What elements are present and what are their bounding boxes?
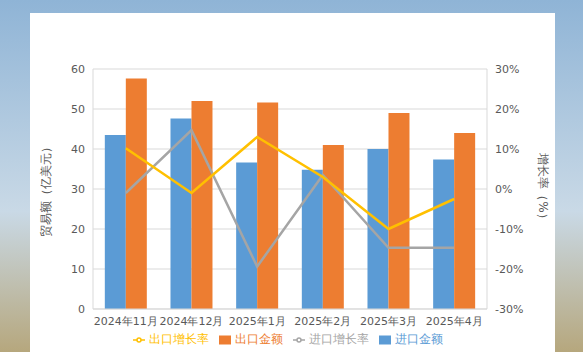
svg-text:-30%: -30% — [495, 303, 523, 316]
svg-text:20: 20 — [71, 223, 85, 236]
svg-text:增长率（%）: 增长率（%） — [536, 152, 550, 224]
svg-text:30: 30 — [71, 183, 85, 196]
svg-text:0: 0 — [78, 303, 85, 316]
svg-text:60: 60 — [71, 63, 85, 76]
svg-text:2024年12月: 2024年12月 — [160, 315, 224, 328]
html-text:出口增长率: 出口增长率 — [148, 332, 209, 346]
svg-text:-10%: -10% — [495, 223, 523, 236]
svg-text:2024年11月: 2024年11月 — [94, 315, 158, 328]
svg-text:20%: 20% — [495, 103, 519, 116]
svg-text:10: 10 — [71, 263, 85, 276]
svg-text:2025年4月: 2025年4月 — [426, 315, 483, 328]
svg-text:2025年1月: 2025年1月 — [229, 315, 286, 328]
html-text:进口增长率: 进口增长率 — [308, 332, 369, 346]
svg-text:贸易额（亿美元）: 贸易额（亿美元） — [39, 141, 53, 237]
svg-text:2025年2月: 2025年2月 — [294, 315, 351, 328]
svg-text:40: 40 — [71, 143, 85, 156]
html-text:出口金额: 出口金额 — [234, 332, 283, 346]
svg-text:30%: 30% — [495, 63, 519, 76]
svg-text:2025年3月: 2025年3月 — [360, 315, 417, 328]
svg-text:0%: 0% — [495, 183, 512, 196]
html-text:进口金额: 进口金额 — [394, 332, 443, 346]
svg-text:50: 50 — [71, 103, 85, 116]
svg-text:-20%: -20% — [495, 263, 523, 276]
svg-text:10%: 10% — [495, 143, 519, 156]
